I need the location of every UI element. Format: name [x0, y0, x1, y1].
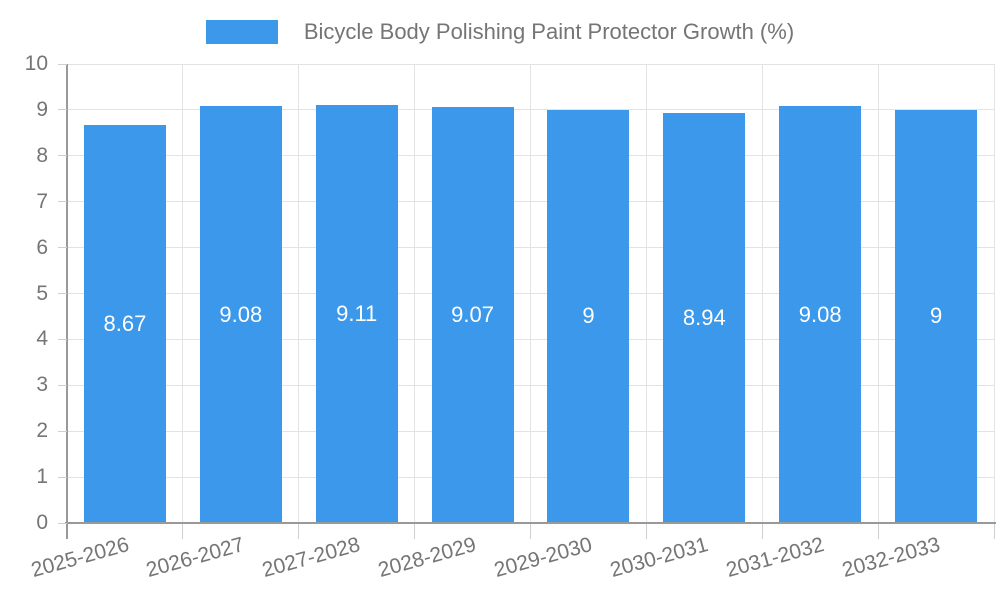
- y-axis-label: 8: [36, 143, 48, 167]
- x-axis-label: 2029-2030: [491, 533, 595, 583]
- x-axis-label: 2031-2032: [723, 533, 827, 583]
- y-axis-tick: [58, 293, 67, 294]
- y-axis-label: 5: [36, 281, 48, 305]
- bar[interactable]: 9.08: [779, 106, 862, 523]
- bar-value-label: 9: [582, 303, 595, 329]
- bar[interactable]: 8.67: [83, 125, 166, 523]
- y-axis-tick: [58, 522, 67, 524]
- legend-label: Bicycle Body Polishing Paint Protector G…: [303, 19, 795, 44]
- bar-value-label: 9.11: [336, 300, 378, 326]
- y-axis-tick: [58, 247, 67, 249]
- y-axis-label: 0: [36, 511, 48, 534]
- bar-value-label: 9.07: [451, 301, 494, 327]
- y-axis-label: 7: [36, 189, 48, 213]
- x-axis-tick: [414, 524, 416, 539]
- y-axis-line: [66, 64, 68, 539]
- x-axis-label: 2027-2028: [259, 533, 363, 583]
- y-axis-tick: [58, 109, 67, 111]
- gridline-vertical: [298, 64, 300, 523]
- y-axis-tick: [58, 201, 67, 203]
- x-axis-label: 2025-2026: [28, 533, 132, 583]
- x-axis-label: 2026-2027: [144, 533, 247, 583]
- bar-value-label: 8.94: [682, 304, 726, 330]
- y-axis-tick: [58, 384, 67, 386]
- y-axis-label: 6: [36, 235, 48, 259]
- legend-item[interactable]: Bicycle Body Polishing Paint Protector G…: [0, 19, 1000, 45]
- y-axis-tick: [58, 430, 67, 432]
- x-axis-tick: [645, 524, 647, 539]
- y-axis-tick: [58, 338, 67, 340]
- gridline-vertical: [645, 64, 647, 523]
- x-axis-line: [65, 522, 996, 524]
- x-axis-label: 2030-2031: [607, 533, 711, 583]
- x-axis-tick: [993, 524, 995, 539]
- y-axis-label: 3: [36, 373, 48, 397]
- x-axis-tick: [761, 524, 763, 539]
- y-axis-label: 9: [36, 97, 48, 121]
- bar[interactable]: 9.07: [431, 106, 514, 523]
- x-axis-label: 2028-2029: [375, 533, 479, 583]
- x-axis-tick: [182, 524, 184, 539]
- gridline-vertical: [993, 64, 995, 523]
- y-axis-tick: [58, 155, 67, 157]
- gridline-vertical: [182, 64, 184, 523]
- bar[interactable]: 8.94: [663, 112, 746, 523]
- gridline-vertical: [414, 64, 416, 523]
- y-axis-tick: [58, 63, 67, 65]
- y-axis-label: 10: [24, 52, 48, 75]
- bar-value-label: 9: [929, 303, 943, 329]
- legend-swatch: [205, 20, 278, 44]
- gridline-vertical: [877, 64, 879, 523]
- bar[interactable]: 9.11: [315, 104, 398, 523]
- x-axis-tick: [298, 524, 300, 539]
- y-axis-label: 4: [36, 327, 48, 351]
- bar[interactable]: 9: [895, 109, 978, 523]
- x-axis-tick: [530, 524, 531, 539]
- gridline-vertical: [761, 64, 763, 523]
- x-axis-tick: [877, 524, 879, 539]
- gridline-vertical: [530, 64, 531, 523]
- bar-value-label: 9.08: [798, 301, 842, 327]
- x-axis-label: 2032-2033: [839, 533, 943, 583]
- y-axis-tick: [58, 476, 67, 478]
- bar[interactable]: 9: [547, 109, 630, 523]
- y-axis-label: 1: [36, 465, 48, 489]
- bar[interactable]: 9.08: [199, 106, 282, 523]
- y-axis-label: 2: [36, 419, 48, 443]
- bar-value-label: 9.08: [219, 301, 263, 327]
- bar-value-label: 8.67: [103, 311, 147, 337]
